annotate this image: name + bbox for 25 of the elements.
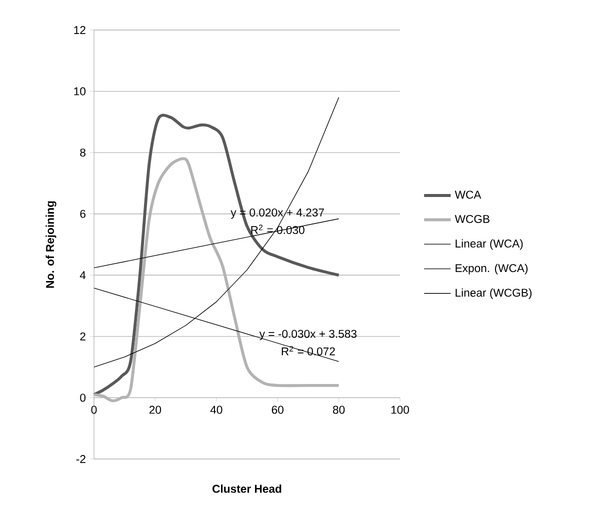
x-tick-label: 100 — [391, 406, 410, 414]
legend-label: Expon. (WCA) — [456, 264, 528, 274]
y-tick-label: 12 — [74, 26, 86, 34]
annotation: y = -0.030x + 3.583 — [259, 330, 357, 340]
x-tick-label: 40 — [210, 406, 222, 414]
y-tick-label: 10 — [74, 87, 86, 96]
x-tick-label: 60 — [272, 406, 284, 414]
legend-label: Linear (WCA) — [456, 239, 523, 250]
y-tick-label: 0 — [80, 394, 86, 402]
annotation: y = 0.020x + 4.237 — [230, 208, 324, 219]
annotation: R$^{2}$ = 0.072 — [282, 346, 335, 356]
legend-label: WCA — [454, 190, 482, 199]
x-tick-label: 0 — [91, 406, 97, 414]
y-tick-label: 2 — [80, 332, 86, 340]
y-tick-label: 4 — [80, 271, 86, 280]
legend-label: WCGB — [454, 214, 490, 223]
y-tick-label: 6 — [80, 210, 86, 218]
x-tick-label: 80 — [333, 406, 345, 414]
x-axis-title: Cluster Head — [212, 484, 282, 493]
y-tick-label: 8 — [80, 148, 86, 157]
y-axis-title: No. of Rejoining — [46, 201, 56, 288]
y-tick-label: -2 — [76, 455, 86, 463]
annotation: R$^{2}$ = 0.030 — [251, 224, 304, 234]
legend-label: Linear (WCGB) — [456, 288, 532, 299]
x-tick-label: 20 — [149, 406, 162, 414]
